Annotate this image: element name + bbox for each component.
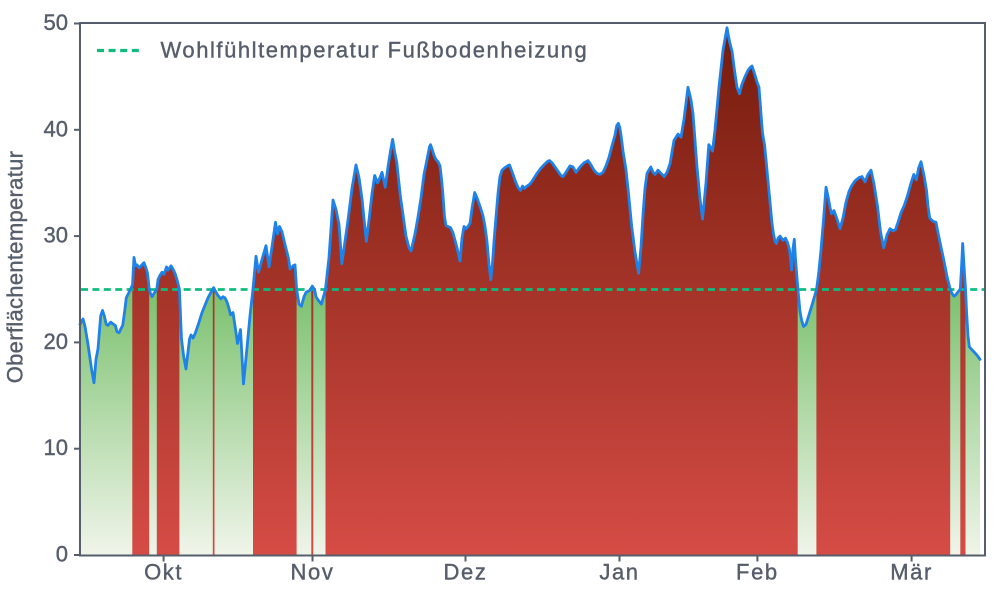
svg-text:0: 0 xyxy=(56,542,68,567)
svg-text:10: 10 xyxy=(44,435,68,460)
svg-text:20: 20 xyxy=(44,329,68,354)
svg-text:40: 40 xyxy=(44,116,68,141)
svg-text:Mär: Mär xyxy=(890,560,933,585)
svg-text:50: 50 xyxy=(44,10,68,35)
svg-text:Dez: Dez xyxy=(444,560,488,585)
svg-text:Jan: Jan xyxy=(599,560,639,585)
svg-text:Feb: Feb xyxy=(736,560,779,585)
svg-text:Nov: Nov xyxy=(291,560,335,585)
svg-text:Okt: Okt xyxy=(144,560,183,585)
svg-text:Wohlfühltemperatur Fußbodenhei: Wohlfühltemperatur Fußbodenheizung xyxy=(161,38,589,63)
svg-text:Oberflächentemperatur: Oberflächentemperatur xyxy=(3,151,28,384)
svg-text:30: 30 xyxy=(44,223,68,248)
